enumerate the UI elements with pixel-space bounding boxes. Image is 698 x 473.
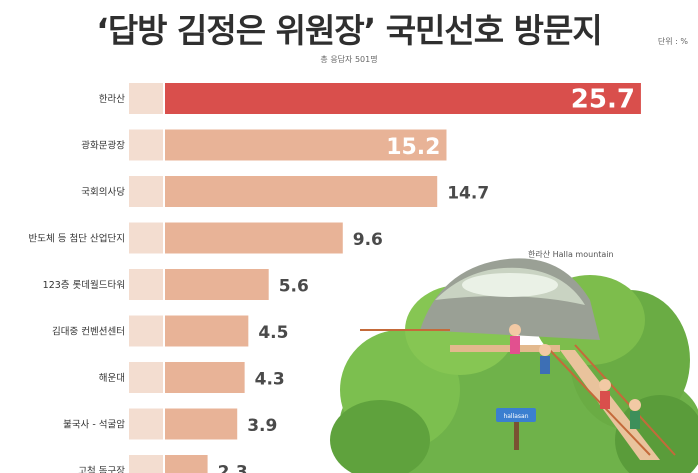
- value-label: 4.3: [255, 370, 285, 390]
- category-thumbnail: [129, 362, 163, 393]
- hikers-illustration: [509, 324, 641, 429]
- category-label: 광화문광장: [81, 140, 125, 152]
- category-thumbnail: [129, 408, 163, 440]
- bar: [165, 129, 447, 161]
- bar: [165, 455, 208, 473]
- category-label: 한라산: [99, 94, 125, 105]
- category-thumbnail: [129, 83, 163, 114]
- bar: [165, 269, 269, 300]
- chart-title: ‘답방 김정은 위원장’ 국민선호 방문지: [96, 11, 602, 50]
- bar: [165, 83, 641, 114]
- category-thumbnail: [129, 269, 163, 300]
- value-label: 4.5: [258, 323, 288, 343]
- bar: [165, 408, 238, 440]
- category-thumbnail: [129, 129, 163, 161]
- value-label: 9.6: [353, 230, 383, 250]
- category-label: 김대중 컨벤션센터: [52, 326, 125, 338]
- value-label: 25.7: [571, 85, 635, 115]
- category-label: 국회의사당: [81, 187, 125, 198]
- sign-text: hallasan: [503, 413, 528, 420]
- category-label: 불국사 - 석굴암: [63, 419, 125, 431]
- category-thumbnail: [129, 455, 163, 473]
- value-label: 15.2: [386, 135, 440, 160]
- bar: [165, 362, 245, 393]
- illustration-caption: 한라산 Halla mountain: [528, 249, 614, 259]
- value-label: 2.3: [218, 463, 248, 473]
- category-label: 123층 롯데월드타워: [43, 279, 125, 291]
- mountain-illustration: [420, 258, 600, 340]
- value-label: 14.7: [447, 184, 489, 204]
- value-label: 3.9: [247, 416, 277, 436]
- chart-subtitle: 총 응답자 501명: [320, 55, 378, 64]
- value-label: 5.6: [279, 277, 309, 297]
- category-thumbnail: [129, 315, 163, 347]
- bar: [165, 222, 343, 254]
- category-label: 해운대: [99, 372, 125, 384]
- signpost-illustration: hallasan: [496, 408, 536, 450]
- unit-label: 단위 : %: [657, 37, 688, 46]
- category-thumbnail: [129, 176, 163, 207]
- category-label: 반도체 등 첨단 산업단지: [29, 233, 125, 245]
- category-label: 고척 돔구장: [78, 466, 125, 473]
- bar: [165, 315, 249, 347]
- bar: [165, 176, 438, 207]
- category-thumbnail: [129, 222, 163, 254]
